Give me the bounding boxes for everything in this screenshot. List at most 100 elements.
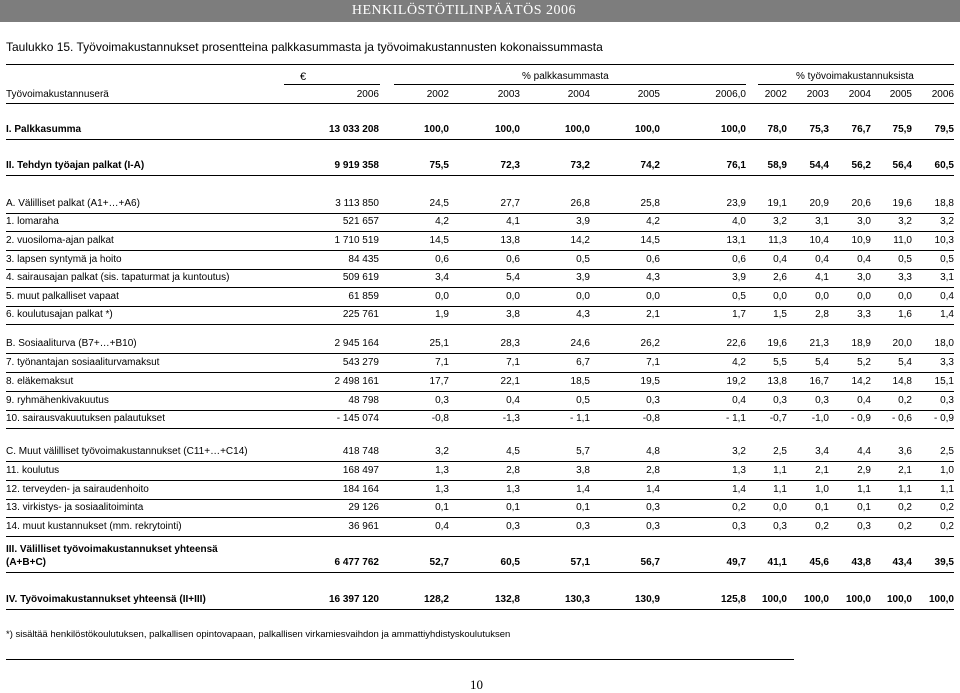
table-cell: 3,2 <box>773 216 787 227</box>
table-cell: - 0,9 <box>933 413 954 424</box>
table-cell: 3,8 <box>506 309 520 320</box>
table-cell: 84 435 <box>348 254 379 265</box>
table-cell: 7,1 <box>646 357 660 368</box>
table-cell: 49,7 <box>726 557 746 568</box>
table-cell: 5,4 <box>506 272 520 283</box>
table-cell: 0,4 <box>435 521 449 532</box>
row-label: 5. muut palkalliset vapaat <box>6 291 119 302</box>
table-cell: 4,5 <box>506 446 520 457</box>
table-cell: 184 164 <box>342 484 379 495</box>
currency-symbol: € <box>300 71 307 83</box>
table-cell: 0,3 <box>940 395 954 406</box>
table-cell: 2,1 <box>898 465 912 476</box>
row-rule <box>6 231 954 232</box>
row-rule <box>6 428 954 429</box>
row-label: 3. lapsen syntymä ja hoito <box>6 254 122 265</box>
table-cell: 0,0 <box>773 502 787 513</box>
table-cell: 14,2 <box>851 376 871 387</box>
year-header: 2005 <box>637 89 660 100</box>
table-cell: 0,3 <box>435 395 449 406</box>
table-cell: 0,4 <box>732 395 746 406</box>
table-cell: 19,6 <box>767 338 787 349</box>
row-label: III. Välilliset työvoimakustannukset yht… <box>6 544 218 555</box>
table-cell: 72,3 <box>500 160 520 171</box>
row-rule <box>6 536 954 537</box>
table-cell: 125,8 <box>720 594 746 605</box>
table-cell: 2,8 <box>506 465 520 476</box>
table-cell: 100,0 <box>720 124 746 135</box>
table-cell: 1,4 <box>576 484 590 495</box>
table-cell: 7,1 <box>506 357 520 368</box>
table-cell: 0,3 <box>646 395 660 406</box>
table-cell: 56,2 <box>851 160 871 171</box>
table-cell: 418 748 <box>342 446 379 457</box>
row-label: IV. Työvoimakustannukset yhteensä (II+II… <box>6 594 206 605</box>
table-cell: 56,7 <box>640 557 660 568</box>
table-cell: 0,4 <box>940 291 954 302</box>
table-cell: 78,0 <box>767 124 787 135</box>
header-rule-currency <box>284 84 380 85</box>
table-cell: 4,0 <box>732 216 746 227</box>
table-cell: 0,6 <box>506 254 520 265</box>
year-header: 2005 <box>889 89 912 100</box>
table-cell: 75,5 <box>429 160 449 171</box>
table-cell: 58,9 <box>767 160 787 171</box>
table-cell: 3,1 <box>940 272 954 283</box>
table-cell: 43,8 <box>851 557 871 568</box>
table-cell: 2,1 <box>646 309 660 320</box>
row-rule <box>6 213 954 214</box>
table-cell: 10,4 <box>809 235 829 246</box>
table-cell: 3,1 <box>815 216 829 227</box>
table-cell: 0,1 <box>506 502 520 513</box>
table-cell: 14,8 <box>892 376 912 387</box>
table-cell: 1,3 <box>506 484 520 495</box>
row-label: 8. eläkemaksut <box>6 376 74 387</box>
row-label: 7. työnantajan sosiaaliturvamaksut <box>6 357 160 368</box>
table-cell: 3,2 <box>898 216 912 227</box>
year-header: 2004 <box>567 89 590 100</box>
table-cell: 13 033 208 <box>328 124 379 135</box>
table-cell: 19,6 <box>892 198 912 209</box>
table-cell: 21,3 <box>809 338 829 349</box>
table-cell: 6,7 <box>576 357 590 368</box>
row-rule <box>6 572 954 573</box>
table-cell: 4,4 <box>857 446 871 457</box>
table-cell: 0,3 <box>646 521 660 532</box>
table-cell: 75,3 <box>809 124 829 135</box>
table-cell: 26,2 <box>640 338 660 349</box>
table-cell: 14,5 <box>640 235 660 246</box>
table-cell: 11,3 <box>768 235 787 246</box>
group-header: % työvoimakustannuksista <box>796 71 914 82</box>
table-cell: - 145 074 <box>336 413 379 424</box>
table-cell: 5,7 <box>576 446 590 457</box>
table-cell: 0,5 <box>576 395 590 406</box>
table-cell: 41,1 <box>767 557 787 568</box>
table-cell: 3,3 <box>857 309 871 320</box>
row-rule <box>6 139 954 140</box>
table-cell: 16,7 <box>809 376 829 387</box>
header-band: HENKILÖSTÖTILINPÄÄTÖS 2006 <box>0 0 960 22</box>
table-cell: 509 619 <box>342 272 379 283</box>
header-rule-group2 <box>758 84 954 85</box>
table-cell: 18,8 <box>934 198 954 209</box>
table-cell: 543 279 <box>342 357 379 368</box>
group-header: % palkkasummasta <box>522 71 609 82</box>
table-cell: 23,9 <box>726 198 746 209</box>
table-cell: 0,1 <box>435 502 449 513</box>
table-cell: 0,2 <box>940 521 954 532</box>
table-cell: 11,0 <box>893 235 912 246</box>
table-cell: 1,4 <box>732 484 746 495</box>
table-cell: 1,1 <box>773 484 787 495</box>
table-cell: 3,4 <box>815 446 829 457</box>
table-cell: 24,5 <box>429 198 449 209</box>
table-cell: 1,3 <box>732 465 746 476</box>
table-cell: 100,0 <box>564 124 590 135</box>
table-cell: 0,0 <box>773 291 787 302</box>
table-cell: 3 113 850 <box>335 198 379 209</box>
table-cell: 1,4 <box>646 484 660 495</box>
row-label: II. Tehdyn työajan palkat (I-A) <box>6 160 145 171</box>
table-cell: 18,5 <box>570 376 590 387</box>
table-cell: 100,0 <box>803 594 829 605</box>
year-header: 2002 <box>426 89 449 100</box>
row-label: 13. virkistys- ja sosiaalitoiminta <box>6 502 144 513</box>
